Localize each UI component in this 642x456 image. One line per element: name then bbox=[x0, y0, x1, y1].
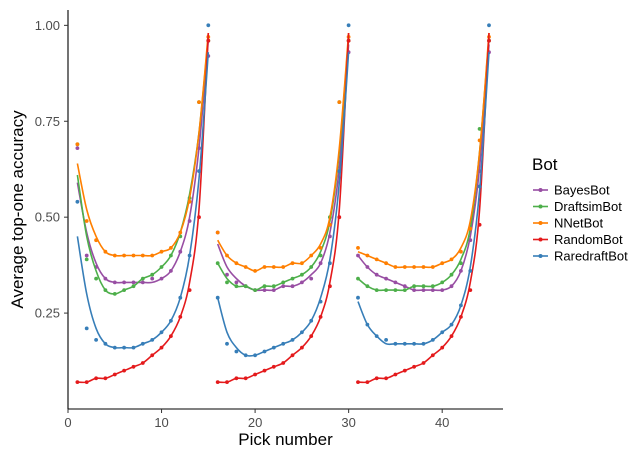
data-point bbox=[206, 23, 211, 28]
data-point bbox=[215, 230, 220, 235]
legend-key-point bbox=[538, 254, 543, 258]
fit-line-segment-3 bbox=[357, 32, 490, 384]
data-point bbox=[150, 276, 155, 281]
y-tick-label: 1.00 bbox=[35, 18, 60, 33]
fit-line-segment-1 bbox=[76, 32, 210, 257]
fit-line-segment-3 bbox=[357, 44, 490, 292]
legend-item-randombot: RandomBot bbox=[533, 232, 623, 247]
legend-item-nnetbot: NNetBot bbox=[533, 216, 604, 231]
fit-line-segment-1 bbox=[77, 32, 210, 384]
data-point bbox=[94, 276, 98, 281]
data-point bbox=[84, 326, 89, 331]
axes: 0 10 20 30 40 0.25 0.50 0.75 1.00 Pick number Aver… bbox=[8, 10, 503, 449]
fit-line-segment-2 bbox=[216, 52, 350, 357]
data-point bbox=[225, 280, 229, 285]
legend-label: RandomBot bbox=[554, 232, 623, 247]
y-axis-title: Average top-one accuracy bbox=[8, 110, 27, 309]
series-nnetbot bbox=[75, 32, 491, 273]
fit-line-segment-2 bbox=[216, 44, 350, 292]
data-point bbox=[84, 257, 89, 262]
data-point bbox=[356, 246, 360, 250]
y-tick-label: 0.50 bbox=[35, 210, 60, 225]
data-point bbox=[384, 338, 388, 342]
data-point bbox=[234, 280, 239, 285]
x-tick-label: 20 bbox=[248, 415, 262, 430]
data-point bbox=[225, 272, 229, 277]
legend-label: NNetBot bbox=[554, 216, 604, 231]
data-point bbox=[75, 199, 80, 204]
legend-label: BayesBot bbox=[554, 183, 610, 198]
legend-key-point bbox=[538, 221, 543, 225]
data-point bbox=[84, 253, 89, 258]
data-point bbox=[197, 100, 201, 104]
data-point bbox=[309, 276, 314, 281]
data-point bbox=[225, 341, 229, 346]
legend-key-point bbox=[538, 204, 543, 209]
x-tick-label: 40 bbox=[435, 415, 449, 430]
plot-area bbox=[75, 23, 491, 384]
fit-line-segment-3 bbox=[357, 52, 490, 346]
legend-title: Bot bbox=[532, 155, 558, 174]
series-raredraftbot bbox=[75, 23, 491, 358]
fit-line-segment-2 bbox=[217, 36, 350, 291]
x-tick-label: 10 bbox=[154, 415, 168, 430]
legend-label: DraftsimBot bbox=[554, 199, 622, 214]
legend-key-point bbox=[538, 237, 543, 242]
fit-line-segment-2 bbox=[217, 32, 350, 272]
series-draftsimbot bbox=[75, 36, 491, 296]
data-point bbox=[346, 23, 351, 28]
x-axis-title: Pick number bbox=[238, 430, 333, 449]
fit-line-segment-1 bbox=[76, 40, 210, 284]
y-tick-label: 0.25 bbox=[35, 306, 60, 321]
legend-item-bayesbot: BayesBot bbox=[533, 183, 610, 198]
x-tick-label: 0 bbox=[64, 415, 71, 430]
legend-item-raredraftbot: RaredraftBot bbox=[533, 249, 628, 264]
fit-line-segment-2 bbox=[217, 32, 350, 384]
data-point bbox=[75, 142, 80, 147]
series-bayesbot bbox=[75, 40, 491, 292]
data-point bbox=[337, 100, 342, 104]
legend-item-draftsimbot: DraftsimBot bbox=[533, 199, 622, 214]
data-point bbox=[356, 295, 360, 300]
data-point bbox=[75, 146, 80, 151]
data-point bbox=[84, 219, 89, 223]
x-tick-label: 30 bbox=[341, 415, 355, 430]
data-point bbox=[487, 23, 491, 28]
legend-label: RaredraftBot bbox=[554, 249, 628, 264]
fit-line-segment-3 bbox=[357, 32, 490, 269]
legend-key-point bbox=[538, 188, 543, 192]
series-randombot bbox=[75, 32, 491, 384]
data-point bbox=[234, 349, 239, 354]
data-point bbox=[477, 126, 482, 131]
y-tick-label: 0.75 bbox=[35, 114, 60, 129]
data-point bbox=[94, 338, 98, 342]
fit-line-segment-3 bbox=[357, 36, 490, 292]
fit-line-segment-1 bbox=[76, 52, 210, 349]
